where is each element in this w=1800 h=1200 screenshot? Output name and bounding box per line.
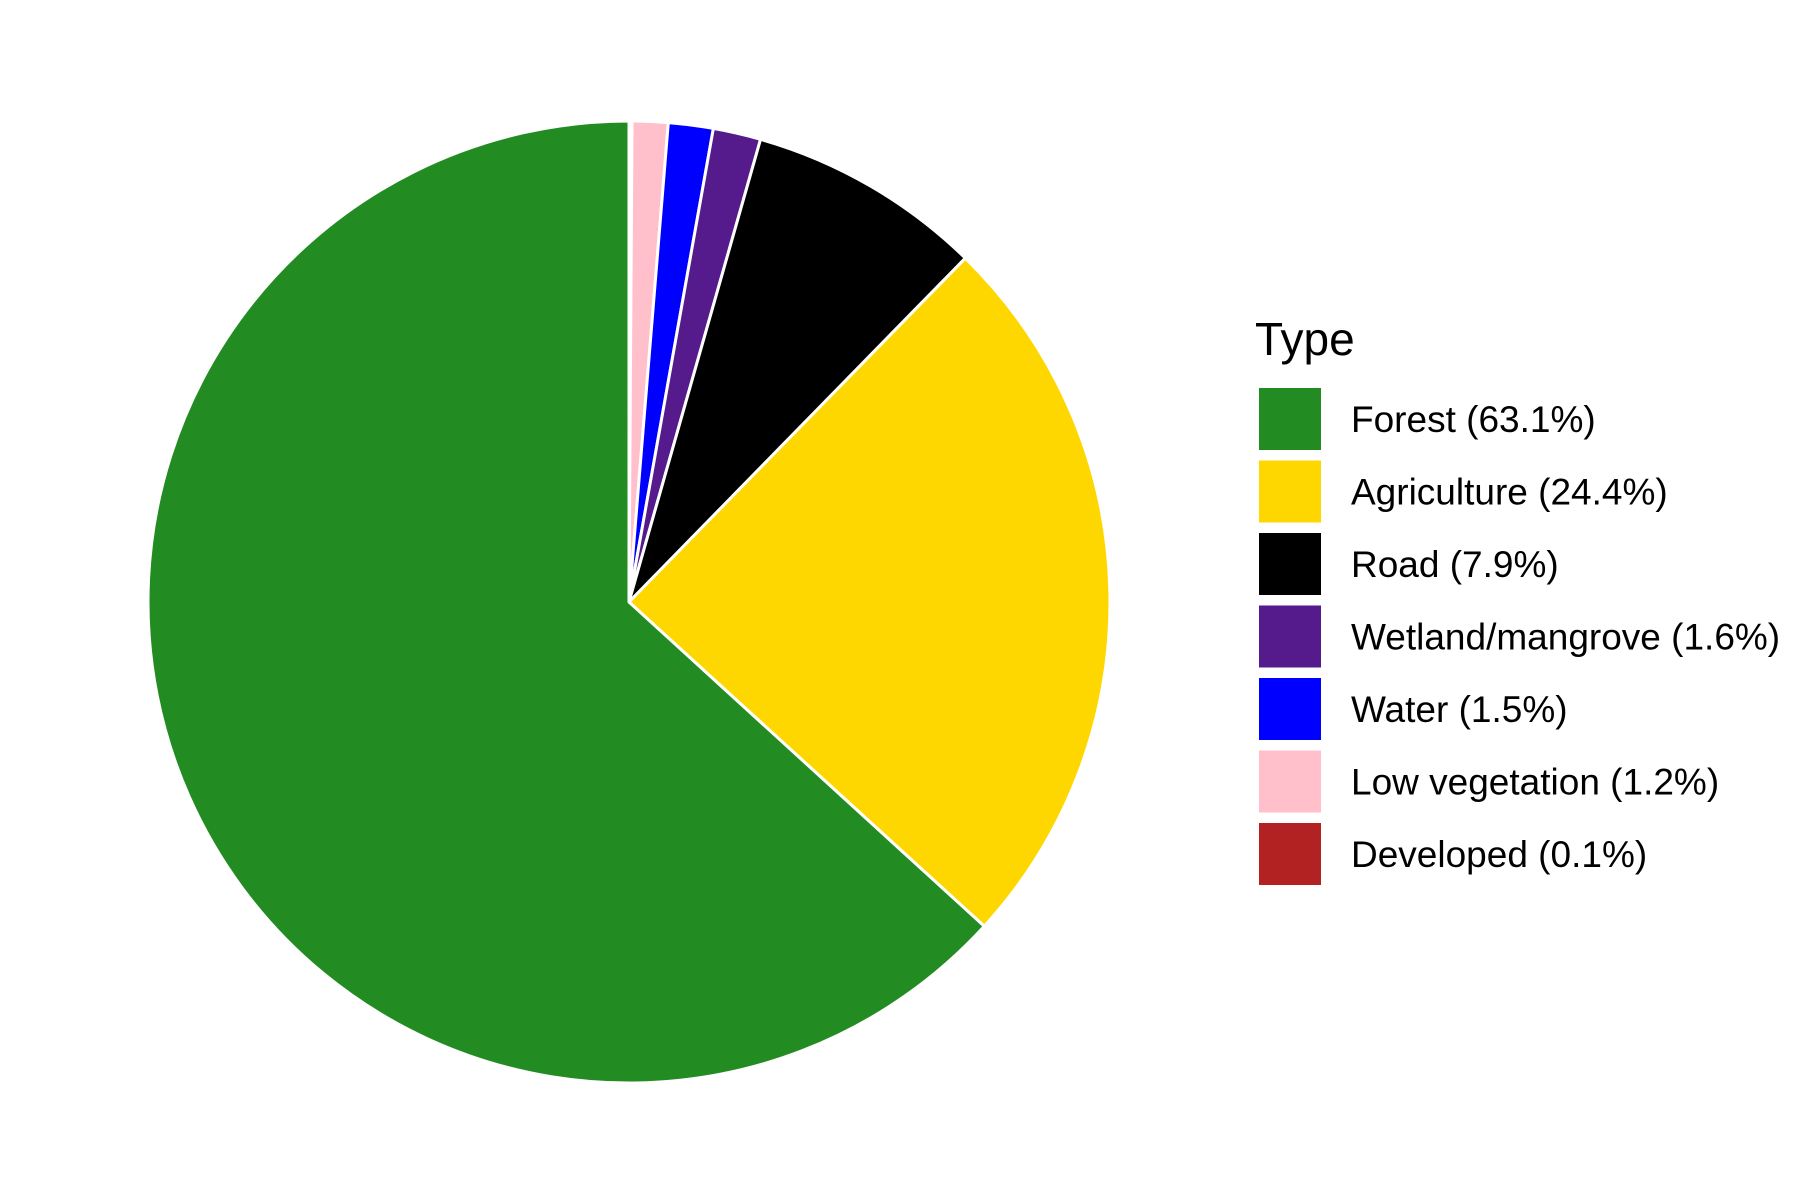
legend-key-forest <box>1259 388 1321 450</box>
legend-label-forest: Forest (63.1%) <box>1351 399 1596 440</box>
legend-key-agriculture <box>1259 460 1321 523</box>
legend-label-wetland-mangrove: Wetland/mangrove (1.6%) <box>1351 617 1780 658</box>
legend-label-developed: Developed (0.1%) <box>1351 834 1647 875</box>
legend-label-road: Road (7.9%) <box>1351 544 1559 585</box>
pie-slice-road <box>627 137 967 604</box>
legend-label-agriculture: Agriculture (24.4%) <box>1351 472 1668 513</box>
pie-slices <box>146 119 1112 1085</box>
legend-label-water: Water (1.5%) <box>1351 689 1568 730</box>
legend-key-low-vegetation <box>1259 750 1321 813</box>
legend-key-water <box>1259 678 1321 740</box>
legend-key-developed <box>1259 823 1321 885</box>
legend-title: Type <box>1255 313 1355 365</box>
legend-key-wetland-mangrove <box>1259 605 1321 668</box>
legend: Type Forest (63.1%) Agriculture (24.4%) Ro… <box>1255 313 1780 885</box>
legend-label-low-vegetation: Low vegetation (1.2%) <box>1351 762 1719 803</box>
legend-items: Forest (63.1%) Agriculture (24.4%) Road (7… <box>1259 388 1780 885</box>
pie-slice-agriculture <box>627 256 1112 928</box>
pie-slice-forest <box>146 119 986 1085</box>
legend-key-road <box>1259 533 1321 595</box>
